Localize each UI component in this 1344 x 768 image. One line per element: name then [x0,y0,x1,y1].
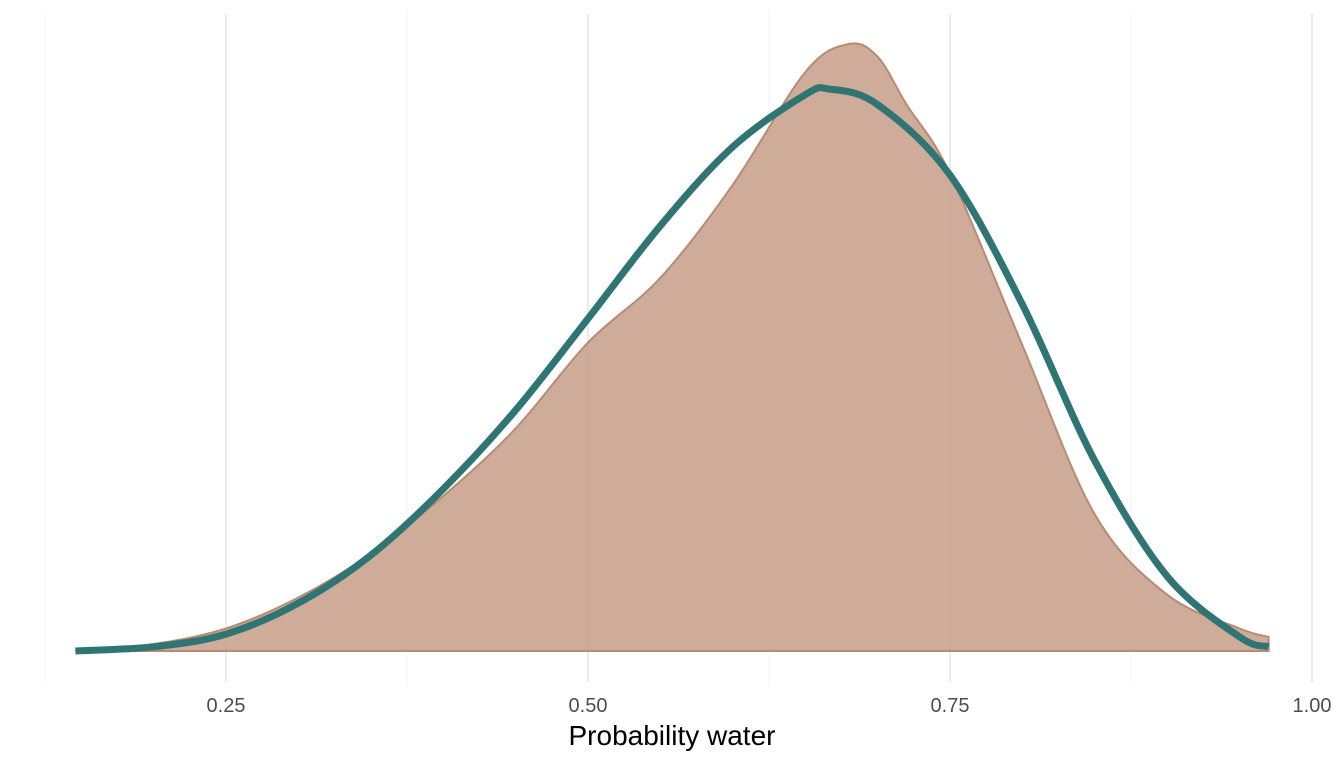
x-axis-title: Probability water [569,720,776,751]
density-curve-layer [75,84,1270,655]
x-tick-label: 1.00 [1293,695,1332,717]
analytic-density-curve [75,84,1270,655]
x-axis-tick-labels: 0.25 0.50 0.75 1.00 [207,695,1332,717]
x-tick-label: 0.50 [569,695,608,717]
posterior-density-area [75,42,1270,652]
x-tick-label: 0.25 [207,695,246,717]
x-tick-label: 0.75 [931,695,970,717]
density-area-layer [75,42,1270,652]
